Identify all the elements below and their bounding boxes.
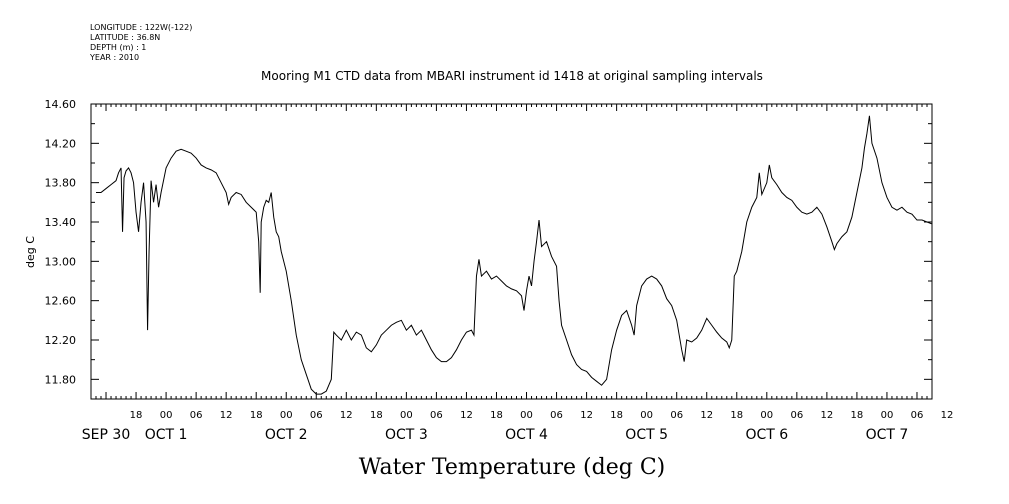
x-tick-label: 00 [280,410,293,421]
chart-title: Mooring M1 CTD data from MBARI instrumen… [261,69,763,83]
x-tick-label: 18 [610,410,623,421]
x-date-label: OCT 5 [625,427,668,443]
x-tick-label: 06 [430,410,443,421]
x-tick-label: 06 [670,410,683,421]
x-tick-labels: 18 00 06 12 18 00 06 12 18 00 06 12 18 00 06 12 18 00 06 12… [130,410,954,421]
y-tick-label: 13.40 [45,216,77,229]
x-tick-label: 06 [190,410,203,421]
x-tick-label: 18 [730,410,743,421]
x-date-labels: SEP 30 OCT 1 OCT 2 OCT 3 OCT 4 OCT 5 OCT 6 OCT … [82,427,909,443]
x-tick-label: 06 [550,410,563,421]
x-tick-label: 18 [851,410,864,421]
x-tick-label: 12 [700,410,713,421]
x-tick-label: 18 [250,410,263,421]
y-tick-label: 13.80 [45,177,77,190]
x-tick-label: 00 [881,410,894,421]
y-tick-label: 12.60 [45,295,77,308]
y-tick-label: 12.20 [45,334,77,347]
x-axis-label: Water Temperature (deg C) [359,455,666,480]
x-tick-label: 12 [580,410,593,421]
series-line-water-temperature [96,115,933,395]
x-date-label: OCT 6 [745,427,788,443]
latitude-label: LATITUDE : 36.8N [90,33,160,42]
x-tick-label: 12 [941,410,954,421]
plot-border [90,103,933,400]
y-tick-labels: 11.80 12.20 12.60 13.00 13.40 13.80 14.20 14.60 [45,98,77,386]
x-tick-label: 00 [160,410,173,421]
x-tick-label: 00 [640,410,653,421]
x-tick-label: 18 [370,410,383,421]
x-tick-label: 00 [400,410,413,421]
x-tick-label: 00 [520,410,533,421]
x-tick-label: 06 [911,410,924,421]
x-tick-label: 12 [460,410,473,421]
depth-label: DEPTH (m) : 1 [90,43,146,52]
x-date-label: OCT 1 [145,427,188,443]
x-tick-label: 12 [821,410,834,421]
y-tick-label: 11.80 [45,373,77,386]
x-date-label: OCT 7 [866,427,909,443]
y-tick-label: 14.20 [45,137,77,150]
x-date-label: OCT 3 [385,427,428,443]
x-tick-label: 06 [310,410,323,421]
x-tick-label: 06 [790,410,803,421]
x-tick-label: 12 [220,410,233,421]
longitude-label: LONGITUDE : 122W(-122) [90,23,192,32]
x-date-label: OCT 4 [505,427,548,443]
x-tick-label: 18 [130,410,143,421]
y-axis-label: deg C [24,236,37,268]
y-tick-label: 13.00 [45,255,77,268]
x-date-label: SEP 30 [82,427,130,443]
x-tick-label: 12 [340,410,353,421]
x-date-label: OCT 2 [265,427,308,443]
y-tick-label: 14.60 [45,98,77,111]
year-label: YEAR : 2010 [89,53,139,62]
axis-ticks [90,103,933,400]
plot-frame [90,103,933,400]
x-tick-label: 18 [490,410,503,421]
x-tick-label: 00 [760,410,773,421]
